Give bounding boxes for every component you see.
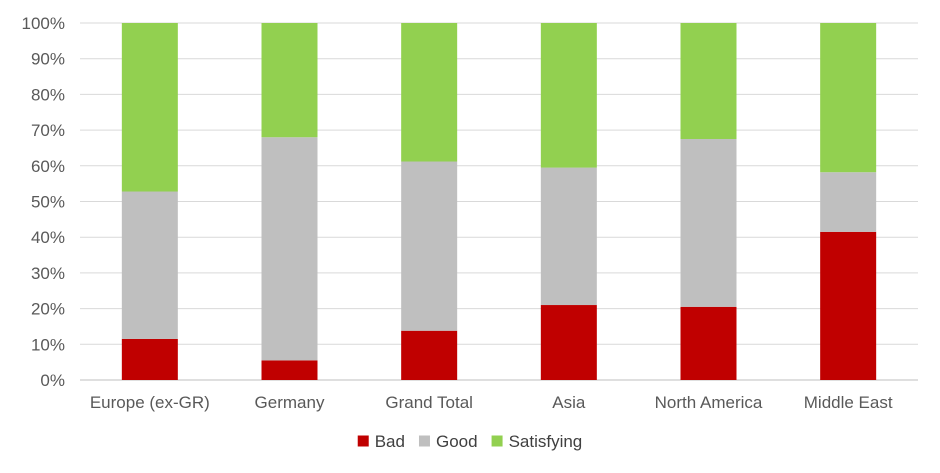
x-tick-label: Germany (255, 393, 325, 412)
x-tick-label: Grand Total (385, 393, 473, 412)
bar-segment-bad (121, 338, 178, 380)
bar-segment-satisfying (401, 23, 458, 162)
bar-segment-bad (540, 305, 597, 380)
y-tick-label: 40% (31, 228, 65, 247)
y-tick-label: 70% (31, 121, 65, 140)
bar-segment-good (121, 191, 178, 339)
x-tick-label: Europe (ex-GR) (90, 393, 210, 412)
y-tick-label: 20% (31, 300, 65, 319)
bar-segment-bad (401, 330, 458, 380)
y-tick-label: 80% (31, 85, 65, 104)
bar-segment-satisfying (680, 23, 737, 140)
legend-swatch (418, 435, 430, 447)
legend-label: Satisfying (509, 432, 583, 451)
legend: Bad Good Satisfying (357, 432, 583, 451)
bars (121, 23, 877, 380)
bar-segment-good (540, 167, 597, 306)
x-tick-label: Middle East (804, 393, 893, 412)
y-axis: 0% 10% 20% 30% 40% 50% 60% 70% 80% 90% 100% (22, 14, 65, 390)
bar-segment-satisfying (121, 23, 178, 192)
legend-item-good: Good (418, 432, 478, 451)
x-tick-label: North America (655, 393, 763, 412)
y-tick-label: 90% (31, 50, 65, 69)
bar-segment-bad (261, 360, 318, 380)
bar-segment-good (680, 139, 737, 307)
bar-segment-satisfying (261, 23, 318, 138)
x-tick-label: Asia (552, 393, 586, 412)
legend-swatch (357, 435, 369, 447)
legend-label: Bad (375, 432, 405, 451)
bar-segment-satisfying (540, 23, 597, 168)
y-tick-label: 10% (31, 335, 65, 354)
gridlines (80, 22, 918, 381)
legend-item-satisfying: Satisfying (491, 432, 583, 451)
bar-segment-good (261, 137, 318, 361)
bar-segment-good (820, 172, 877, 232)
bar-segment-satisfying (820, 23, 877, 173)
bar-segment-bad (820, 231, 877, 380)
legend-item-bad: Bad (357, 432, 405, 451)
legend-swatch (491, 435, 503, 447)
y-tick-label: 0% (40, 371, 65, 390)
bar-segment-bad (680, 306, 737, 380)
bar-segment-good (401, 161, 458, 331)
x-axis: Europe (ex-GR) Germany Grand Total Asia Nort… (90, 393, 893, 412)
y-tick-label: 100% (22, 14, 65, 33)
y-tick-label: 60% (31, 157, 65, 176)
y-tick-label: 50% (31, 193, 65, 212)
y-tick-label: 30% (31, 264, 65, 283)
legend-label: Good (436, 432, 478, 451)
